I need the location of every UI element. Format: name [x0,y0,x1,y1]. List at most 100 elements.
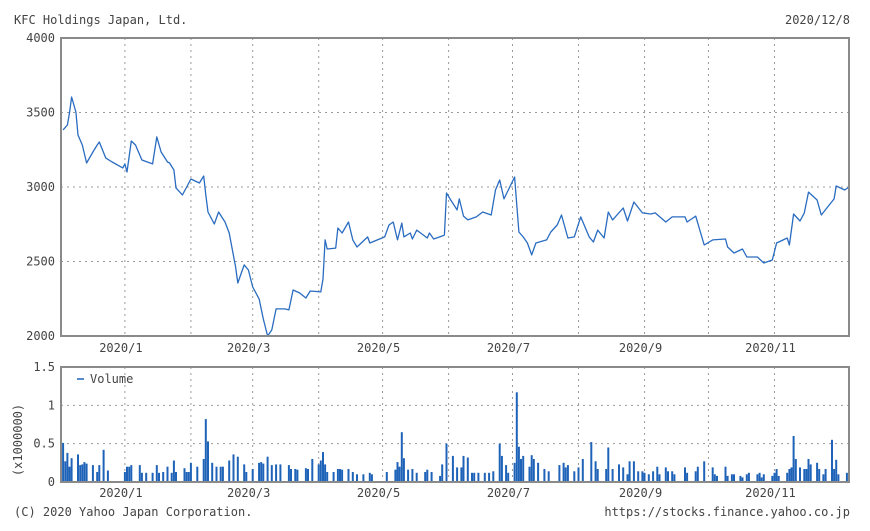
volume-bar [833,469,836,482]
volume-bar [500,455,503,482]
volume-bar [471,472,473,482]
volume-bar [319,460,322,482]
volume-bar [307,469,309,482]
volume-bar [577,467,580,482]
volume-bar [400,432,403,482]
volume-bar [730,474,733,482]
x-tick-label: 2020/11 [745,341,796,355]
volume-bar [128,466,131,482]
volume-legend: Volume [77,372,133,386]
volume-bar [326,472,329,482]
volume-bar [77,454,79,482]
volume-bar [106,470,109,482]
volume-bar [130,465,133,482]
volume-bar [83,462,86,482]
volume-bar [262,463,265,482]
volume-bar [773,472,776,482]
volume-bar [790,467,793,482]
volume-bar [696,466,699,482]
volume-bar [140,472,143,482]
x-tick-label: 2020/9 [619,341,662,355]
volume-bar [260,462,263,482]
volume-bar [145,472,148,482]
volume-bar [477,472,480,482]
volume-bar [845,472,848,482]
volume-bar [686,472,689,482]
volume-bar [562,462,565,482]
volume-bar [166,466,169,482]
volume-bar [628,461,631,482]
volume-bar [258,462,261,482]
volume-y-label: (x1000000) [11,404,25,476]
volume-y-axis: 1.5 1 0.5 0 [33,360,55,489]
volume-bar [196,466,199,482]
x-tick-label: 2020/1 [99,341,142,355]
volume-bar [492,471,495,482]
volume-bar [547,471,550,482]
volume-bar [207,441,209,482]
volume-bar [304,468,307,482]
volume-bar [341,469,344,482]
volume-bar [537,462,540,482]
volume-bar [488,472,491,482]
volume-bar [456,467,459,482]
volume-bar [287,465,290,482]
volume-bar [673,474,676,482]
price-y-axis: 4000 3500 3000 2500 2000 [26,31,55,343]
volume-bar [415,472,418,482]
volume-bar [102,449,105,482]
y-tick-label: 2000 [26,329,55,343]
x-tick-label: 2020/7 [487,341,530,355]
volume-bar [466,457,469,482]
volume-bar [528,466,531,482]
volume-bar [816,462,819,482]
volume-bar [451,455,454,482]
volume-bar [758,472,761,482]
volume-bar [799,467,801,482]
volume-bar [760,477,763,482]
volume-bar [336,469,339,482]
volume-bar [643,472,646,482]
source-url[interactable]: https://stocks.finance.yahoo.co.jp [604,505,850,519]
volume-bar [317,464,320,482]
y-tick-label: 1 [48,398,55,412]
volume-bar [187,472,190,482]
volume-bar [138,465,141,482]
volume-bar [445,443,448,482]
volume-bar [824,469,827,482]
volume-bar [805,469,808,482]
x-tick-label: 2020/7 [487,486,530,500]
volume-bar [747,472,750,482]
volume-bar [771,475,774,482]
volume-bar [245,472,248,482]
volume-bar [762,474,765,482]
volume-bar [398,466,401,482]
volume-bar [520,459,522,482]
volume-bar [439,475,442,482]
volume-bar [530,455,533,482]
price-grid [61,38,849,336]
price-plot-frame [60,37,850,337]
volume-bar [221,466,224,482]
y-tick-label: 0 [48,475,55,489]
volume-bar [835,459,838,482]
volume-bar [473,472,476,482]
volume-bar [162,472,165,482]
volume-bar [294,469,297,482]
volume-bar [809,464,812,482]
volume-bar [402,458,405,482]
legend-label: Volume [90,372,133,386]
volume-bar [356,474,358,482]
volume-bar [724,466,727,482]
volume-bar [777,475,780,482]
volume-bar [296,469,299,482]
volume-bar [396,462,399,482]
volume-bar [279,464,282,482]
x-tick-label: 2020/5 [357,341,400,355]
volume-bar [792,436,795,482]
volume-bar [652,471,655,482]
volume-bar [618,464,620,482]
volume-bar [324,464,327,482]
volume-bar [170,472,173,482]
volume-bar [637,471,640,482]
